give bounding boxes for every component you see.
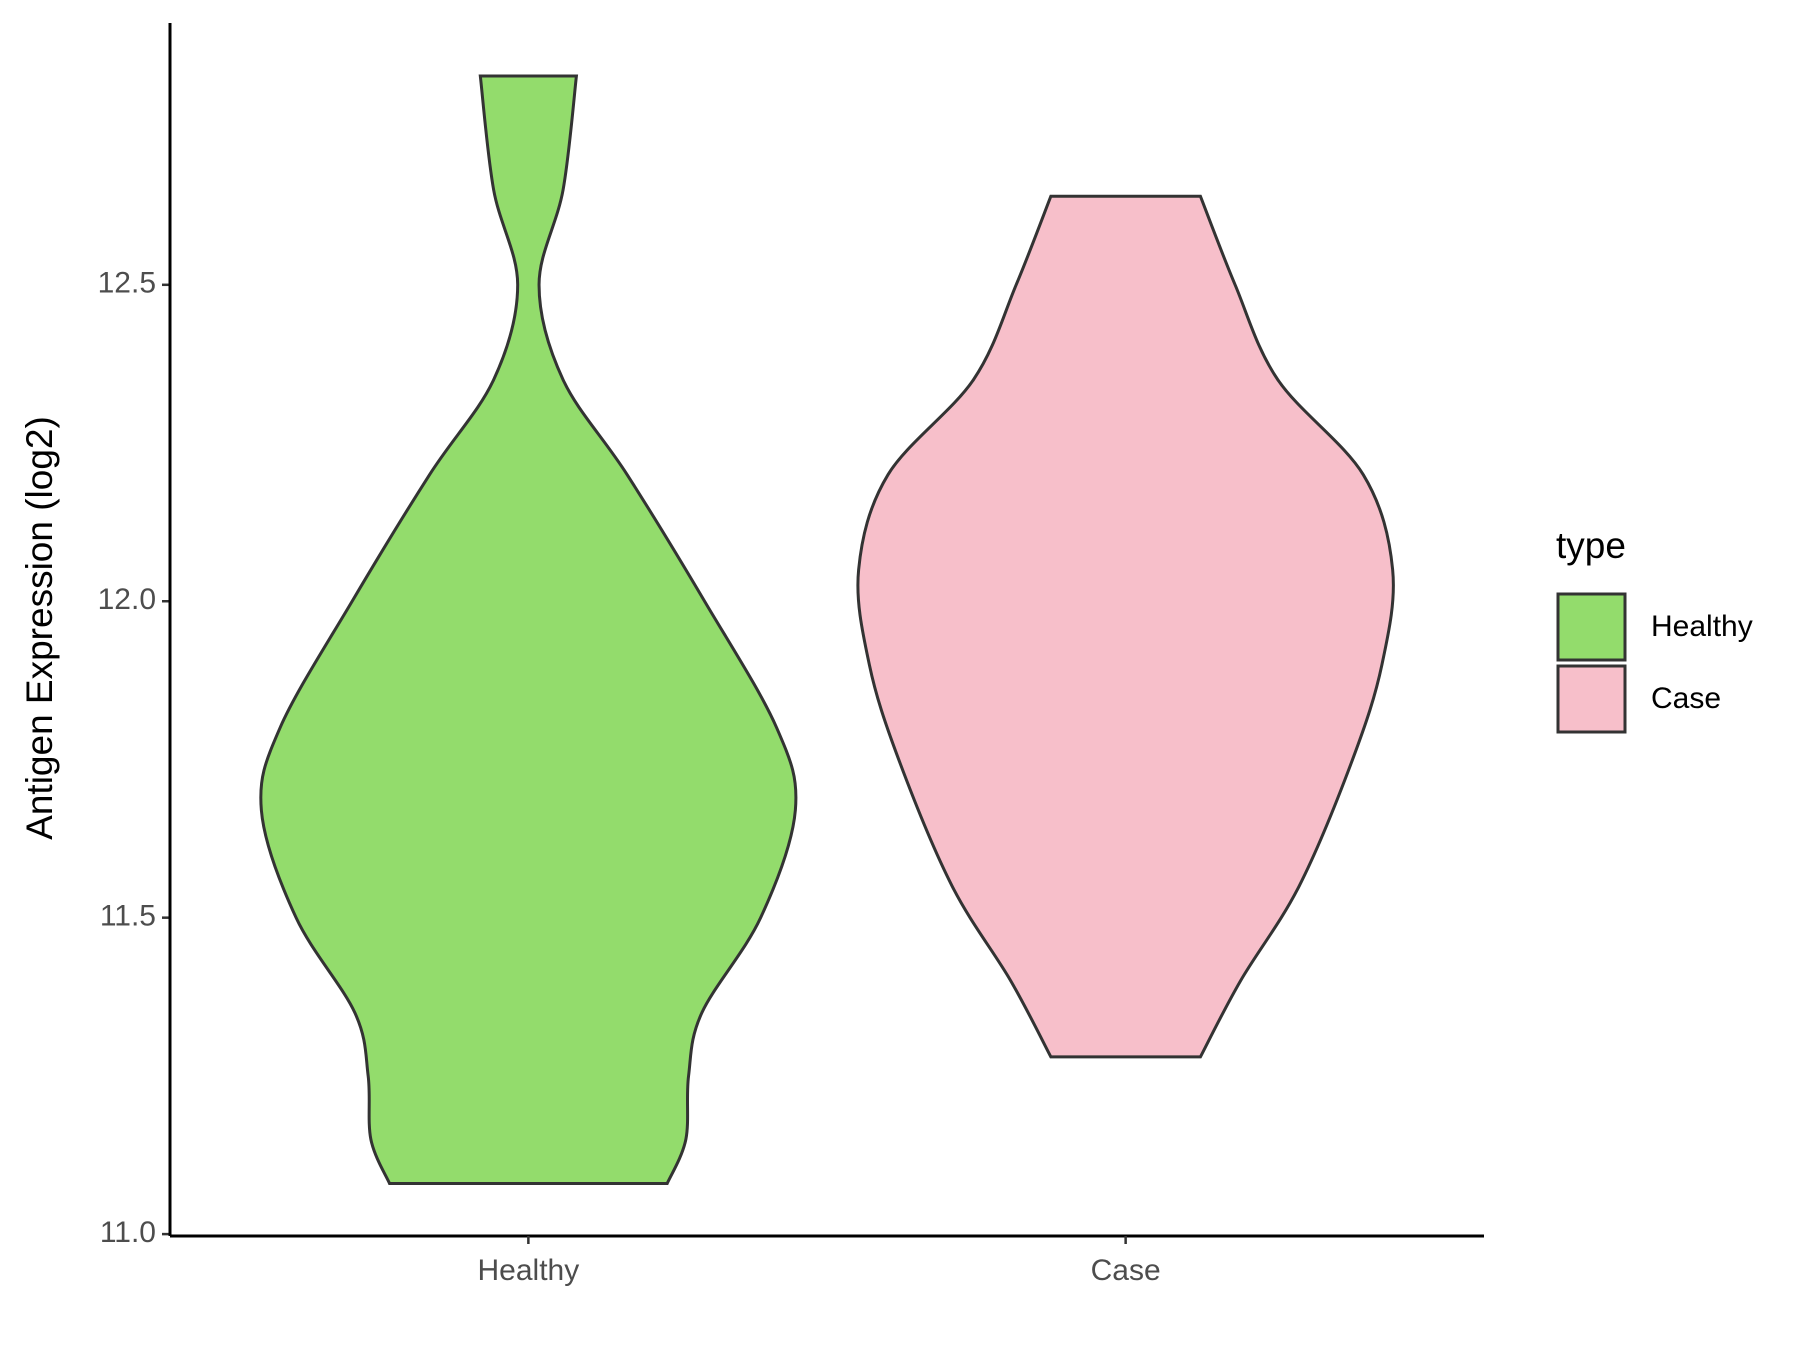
legend-label: Healthy	[1651, 610, 1753, 643]
y-tick-label: 12.5	[98, 267, 156, 300]
legend-key	[1556, 664, 1627, 734]
y-tick-label: 11.5	[100, 900, 156, 933]
legend-label: Case	[1651, 682, 1721, 715]
legend-title: type	[1556, 525, 1626, 566]
x-tick-label: Case	[1091, 1254, 1161, 1287]
violin	[259, 74, 798, 1185]
x-tick-label: Healthy	[478, 1254, 580, 1287]
legend-key	[1556, 592, 1627, 662]
y-tick-label: 12.0	[98, 583, 156, 616]
violin	[856, 194, 1395, 1059]
y-axis-title: Antigen Expression (log2)	[19, 416, 60, 840]
y-tick-label: 11.0	[100, 1216, 156, 1249]
